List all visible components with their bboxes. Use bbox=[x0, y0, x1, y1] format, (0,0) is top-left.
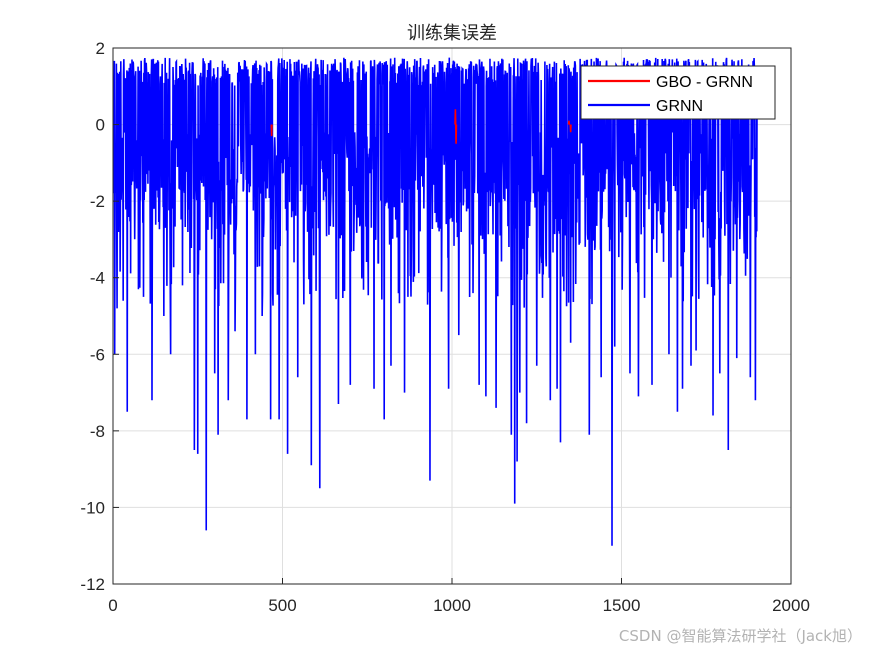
y-tick-label: 0 bbox=[96, 116, 105, 135]
y-tick-label: -8 bbox=[90, 422, 105, 441]
y-axis: 2 0 -2 -4 -6 -8 -10 -12 bbox=[80, 39, 119, 594]
chart-title: 训练集误差 bbox=[407, 23, 497, 44]
y-tick-label: -6 bbox=[90, 345, 105, 364]
legend-label-gbo-grnn: GBO - GRNN bbox=[656, 74, 753, 91]
x-tick-label: 2000 bbox=[772, 596, 810, 615]
y-tick-label: -4 bbox=[90, 269, 105, 288]
legend-label-grnn: GRNN bbox=[656, 98, 703, 115]
x-tick-label: 500 bbox=[268, 596, 296, 615]
x-tick-label: 1500 bbox=[603, 596, 641, 615]
watermark: CSDN @智能算法研学社（Jack旭） bbox=[619, 627, 862, 645]
y-tick-label: -12 bbox=[80, 575, 105, 594]
y-tick-label: -10 bbox=[80, 498, 105, 517]
y-tick-label: -2 bbox=[90, 192, 105, 211]
legend-box bbox=[580, 65, 776, 120]
series-line-gbo-grnn bbox=[270, 109, 572, 144]
y-tick-label: 2 bbox=[96, 39, 105, 58]
x-tick-label: 1000 bbox=[433, 596, 471, 615]
x-axis: 0 500 1000 1500 2000 bbox=[108, 578, 810, 615]
x-tick-label: 0 bbox=[108, 596, 117, 615]
legend: GBO - GRNN GRNN bbox=[580, 65, 776, 120]
